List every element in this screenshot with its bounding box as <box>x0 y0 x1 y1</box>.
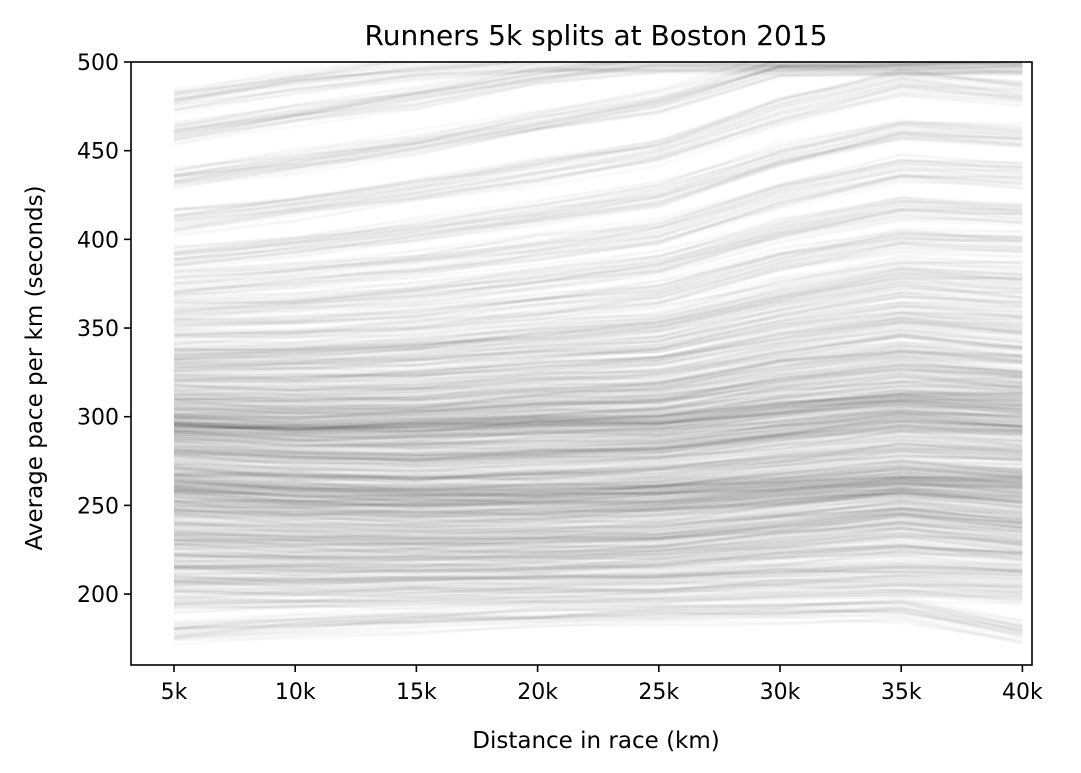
x-tick-label: 15k <box>396 680 437 705</box>
y-axis-label: Average pace per km (seconds) <box>22 185 48 550</box>
y-tick-label: 200 <box>77 583 119 608</box>
y-tick-label: 500 <box>77 51 119 76</box>
y-tick-label: 250 <box>77 494 119 519</box>
y-tick-label: 400 <box>77 228 119 253</box>
x-tick-label: 10k <box>275 680 316 705</box>
y-tick-label: 300 <box>77 406 119 431</box>
y-tick-label: 350 <box>77 317 119 342</box>
y-axis: 200 250 300 350 400 450 500 <box>77 51 131 608</box>
y-tick-label: 450 <box>77 140 119 165</box>
x-tick-label: 20k <box>517 680 558 705</box>
plot-frame <box>130 61 1033 666</box>
x-tick-label: 35k <box>881 680 922 705</box>
x-tick-label: 25k <box>638 680 679 705</box>
x-axis-label: Distance in race (km) <box>472 728 720 754</box>
x-tick-label: 5k <box>161 680 188 705</box>
chart-title: Runners 5k splits at Boston 2015 <box>365 19 828 52</box>
x-axis: 5k 10k 15k 20k 25k 30k 35k 40k <box>161 665 1043 705</box>
x-tick-label: 40k <box>1002 680 1043 705</box>
x-tick-label: 30k <box>760 680 801 705</box>
